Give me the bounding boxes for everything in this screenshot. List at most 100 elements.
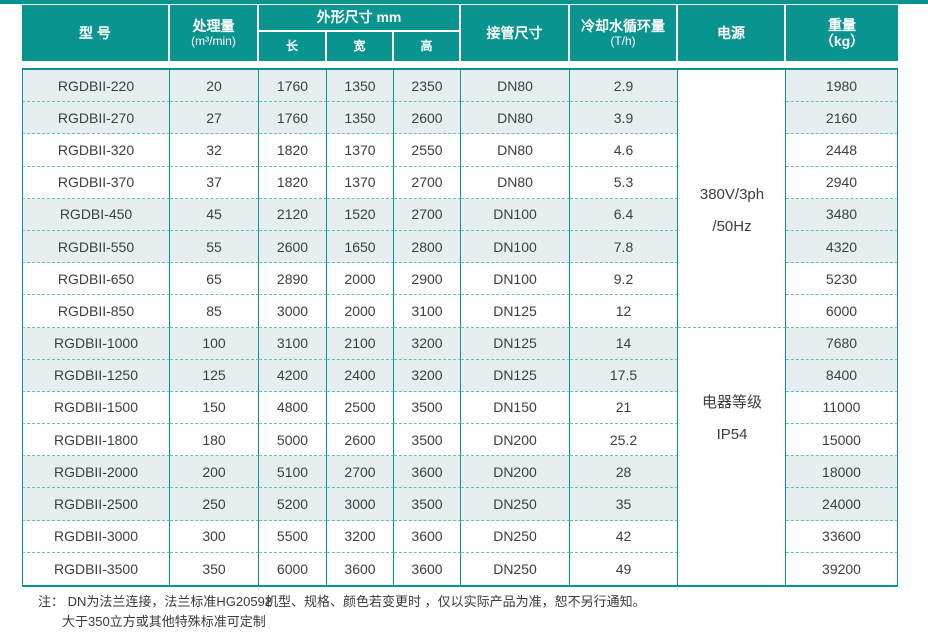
table-row: RGDBII-320 32 1820 1370 2550 DN80 4.6 24… [22,134,898,167]
cell-height: 3600 [394,456,461,489]
cell-model: RGDBII-370 [22,166,170,199]
cell-height: 2550 [394,134,461,167]
cell-power [678,488,786,521]
cell-width: 1370 [327,134,394,167]
cell-height: 3500 [394,391,461,425]
cell-capacity: 37 [170,166,259,199]
cell-pipe: DN250 [461,520,570,553]
cell-model: RGDBII-850 [22,295,170,328]
table-row: RGDBII-3000 300 5500 3200 3600 DN250 42 … [22,520,898,553]
cell-power [678,166,786,199]
cell-length: 1760 [259,102,327,135]
top-accent-strip [0,0,928,4]
cell-width: 3200 [327,520,394,553]
power-cell-ip54: 电器等级 IP54 [678,387,786,451]
cell-weight: 15000 [786,424,898,457]
cell-pipe: DN100 [461,198,570,231]
table-row: RGDBII-850 85 3000 2000 3100 DN125 12 60… [22,295,898,328]
cell-length: 5500 [259,520,327,553]
cell-weight: 5230 [786,263,898,296]
cell-weight: 4320 [786,230,898,264]
cell-capacity: 150 [170,391,259,425]
cell-width: 2000 [327,263,394,296]
cell-cooling: 25.2 [570,424,678,457]
cell-power [678,198,786,231]
table-row: RGDBII-220 20 1760 1350 2350 DN80 2.9 19… [22,70,898,103]
cell-capacity: 27 [170,102,259,135]
cell-power [678,391,786,425]
header-pipe-label: 接管尺寸 [486,24,543,41]
cell-pipe: DN80 [461,134,570,167]
cell-height: 2800 [394,230,461,264]
cell-length: 4200 [259,359,327,392]
cell-cooling: 35 [570,488,678,521]
cell-weight: 8400 [786,359,898,392]
cell-weight: 2448 [786,134,898,167]
table-row: RGDBII-550 55 2600 1650 2800 DN100 7.8 4… [22,230,898,264]
cell-width: 2400 [327,359,394,392]
cell-pipe: DN150 [461,391,570,425]
cell-power [678,134,786,167]
cell-height: 3600 [394,520,461,553]
cell-width: 1350 [327,102,394,135]
cell-length: 6000 [259,552,327,585]
cell-width: 2500 [327,391,394,425]
cell-cooling: 49 [570,552,678,585]
cell-model: RGDBII-3500 [22,552,170,585]
power-frequency-text: /50Hz [712,218,752,235]
header-weight-line2: （kg） [819,33,865,49]
table-row: RGDBII-1250 125 4200 2400 3200 DN125 17.… [22,359,898,392]
cell-pipe: DN80 [461,166,570,199]
cell-width: 2600 [327,424,394,457]
cell-weight: 2160 [786,102,898,135]
cell-weight: 3480 [786,198,898,231]
cell-length: 2120 [259,198,327,231]
cell-height: 2700 [394,198,461,231]
cell-weight: 1980 [786,70,898,103]
cell-pipe: DN200 [461,424,570,457]
cell-model: RGDBII-650 [22,263,170,296]
header-width: 宽 [327,32,394,61]
header-dimensions: 外形尺寸 mm [259,5,461,32]
footnote-line2: 大于350立方或其他特殊标准可定制 [62,614,266,629]
table-body: RGDBII-220 20 1760 1350 2350 DN80 2.9 19… [22,68,898,587]
cell-height: 2350 [394,70,461,103]
header-capacity-line1: 处理量 [192,17,235,34]
header-model-label: 型 号 [79,24,111,41]
cell-capacity: 32 [170,134,259,167]
cell-capacity: 180 [170,424,259,457]
cell-length: 2890 [259,263,327,296]
cell-power [678,456,786,489]
cell-cooling: 28 [570,456,678,489]
footnote-line1: 注： DN为法兰连接，法兰标准HG20592 [38,594,273,609]
cell-height: 3600 [394,552,461,585]
cell-length: 1820 [259,134,327,167]
cell-power [678,230,786,264]
cell-model: RGDBII-1800 [22,424,170,457]
cell-power [678,263,786,296]
cell-width: 3000 [327,488,394,521]
cell-capacity: 125 [170,359,259,392]
cell-power [678,295,786,328]
cell-model: RGDBII-550 [22,230,170,264]
cell-model: RGDBII-2500 [22,488,170,521]
cell-width: 2100 [327,327,394,360]
cell-length: 5100 [259,456,327,489]
cell-weight: 11000 [786,391,898,425]
footnote-right: 机型、规格、颜色若变更时 ，仅以实际产品为准，恕不另行通知。 [265,594,646,609]
cell-height: 2600 [394,102,461,135]
cell-width: 2700 [327,456,394,489]
cell-model: RGDBII-2000 [22,456,170,489]
cell-height: 3200 [394,327,461,360]
cell-weight: 7680 [786,327,898,360]
cell-width: 1370 [327,166,394,199]
cell-capacity: 45 [170,198,259,231]
power-voltage-text: 380V/3ph [699,186,765,203]
cell-capacity: 85 [170,295,259,328]
cell-length: 4800 [259,391,327,425]
cell-power [678,70,786,103]
cell-cooling: 2.9 [570,70,678,103]
cell-pipe: DN100 [461,263,570,296]
cell-weight: 18000 [786,456,898,489]
